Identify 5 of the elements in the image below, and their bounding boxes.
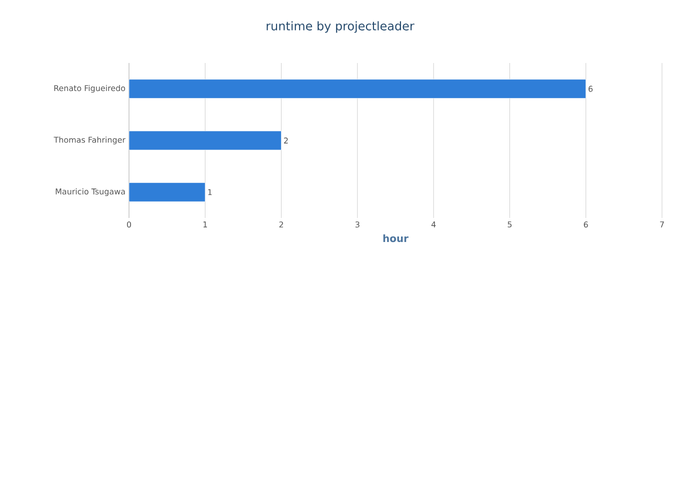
x-axis-title: hour (383, 234, 408, 242)
bar (129, 182, 206, 202)
bar (129, 130, 282, 150)
chart-title: runtime by projectleader (266, 21, 414, 33)
bar (129, 79, 586, 99)
